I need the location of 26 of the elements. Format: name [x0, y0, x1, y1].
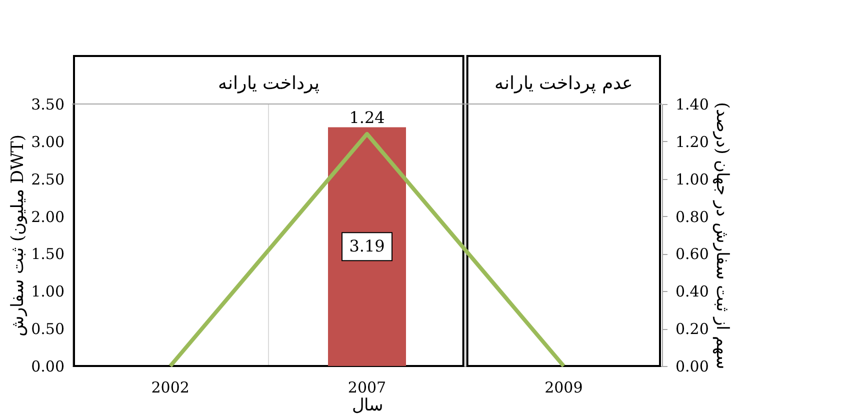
y2-tick-label: 1.40: [676, 96, 709, 114]
y2-axis-title: سهم از ثبت سفارش در جهان (درصد): [712, 102, 732, 369]
x-tick-label: 2009: [544, 378, 583, 396]
y2-tick-label: 1.20: [676, 132, 709, 151]
y2-tick-label: 0.60: [676, 245, 709, 264]
data-label: 1.24: [349, 108, 385, 127]
y-tick-label: 1.50: [31, 245, 64, 264]
y-tick-label: 2.00: [31, 208, 64, 226]
y2-tick-label: 1.00: [676, 170, 709, 188]
y-tick-label: 1.00: [31, 282, 64, 301]
y2-tick-label: 0.00: [676, 358, 709, 376]
band-label: عدم پرداخت یارانه: [494, 73, 633, 94]
y2-tick-label: 0.20: [676, 320, 709, 338]
y2-tick-label: 0.80: [676, 208, 709, 226]
y-tick-label: 0.00: [31, 358, 64, 376]
x-axis-title: سال: [352, 396, 383, 416]
y-tick-label: 0.50: [31, 320, 64, 338]
y2-tick-label: 0.40: [676, 282, 709, 301]
y-tick-label: 3.00: [31, 132, 64, 151]
y-tick-label: 2.50: [31, 170, 64, 188]
y-axis-title: ثبت سفارش (میلیون DWT): [8, 134, 28, 336]
data-label: 3.19: [349, 236, 385, 256]
x-tick-label: 2007: [348, 378, 386, 396]
x-tick-label: 2002: [151, 378, 190, 396]
y-tick-label: 3.50: [31, 96, 64, 114]
band-label: پرداخت یارانه: [218, 73, 320, 94]
